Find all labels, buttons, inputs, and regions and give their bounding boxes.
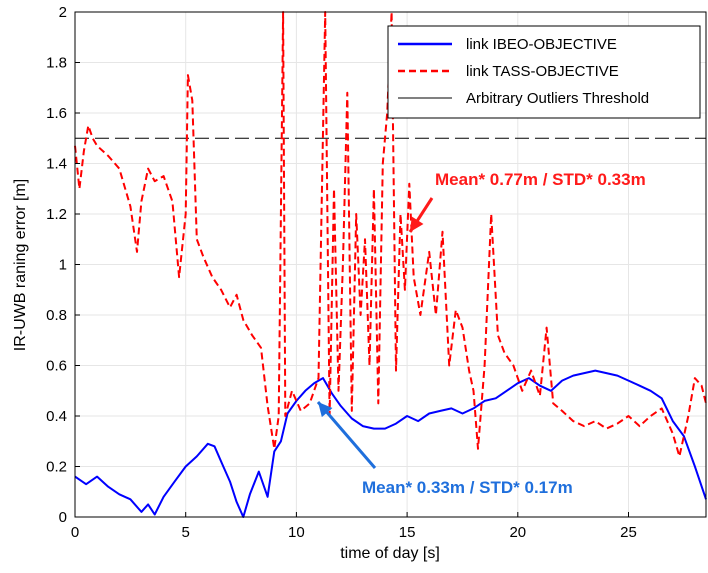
y-tick-label: 2	[59, 4, 67, 21]
y-tick-label: 0.8	[46, 307, 67, 324]
x-tick-label: 15	[399, 524, 416, 541]
x-tick-label: 0	[71, 524, 79, 541]
legend-label-tass: link TASS-OBJECTIVE	[466, 63, 619, 80]
y-tick-label: 1.4	[46, 156, 67, 173]
annotation-tass-arrowhead	[410, 216, 424, 232]
legend-box	[387, 25, 701, 119]
annotation-tass-stats: Mean* 0.77m / STD* 0.33m	[435, 170, 646, 189]
y-axis-label: IR-UWB raning error [m]	[12, 179, 29, 351]
legend-label-threshold: Arbitrary Outliers Threshold	[466, 90, 649, 107]
y-tick-label: 0.6	[46, 358, 67, 375]
y-tick-label: 1.2	[46, 206, 67, 223]
annotation-ibeo-arrowhead	[318, 402, 333, 418]
y-tick-label: 1	[59, 257, 67, 274]
x-tick-label: 25	[620, 524, 637, 541]
legend: link IBEO-OBJECTIVE link TASS-OBJECTIVE …	[387, 25, 701, 119]
annotation-ibeo-arrow	[316, 401, 377, 469]
y-tick-label: 1.6	[46, 105, 67, 122]
tick-labels: 00.20.40.60.811.21.41.61.820 5 10 15 20 25	[46, 4, 637, 541]
y-tick-label: 0.2	[46, 459, 67, 476]
legend-label-ibeo: link IBEO-OBJECTIVE	[466, 36, 617, 53]
series-line-ibeo	[74, 369, 707, 518]
y-tick-label: 1.8	[46, 55, 67, 72]
x-tick-label: 20	[509, 524, 526, 541]
x-tick-label: 10	[288, 524, 305, 541]
y-tick-label: 0.4	[46, 408, 67, 425]
series-layer	[74, 11, 707, 518]
y-tick-label: 0	[59, 509, 67, 526]
x-tick-label: 5	[182, 524, 190, 541]
annotations: Mean* 0.77m / STD* 0.33m Mean* 0.33m / S…	[316, 170, 646, 497]
series-line-tass	[74, 11, 707, 458]
annotation-ibeo-stats: Mean* 0.33m / STD* 0.17m	[362, 478, 573, 497]
x-axis-label: time of day [s]	[340, 545, 440, 562]
